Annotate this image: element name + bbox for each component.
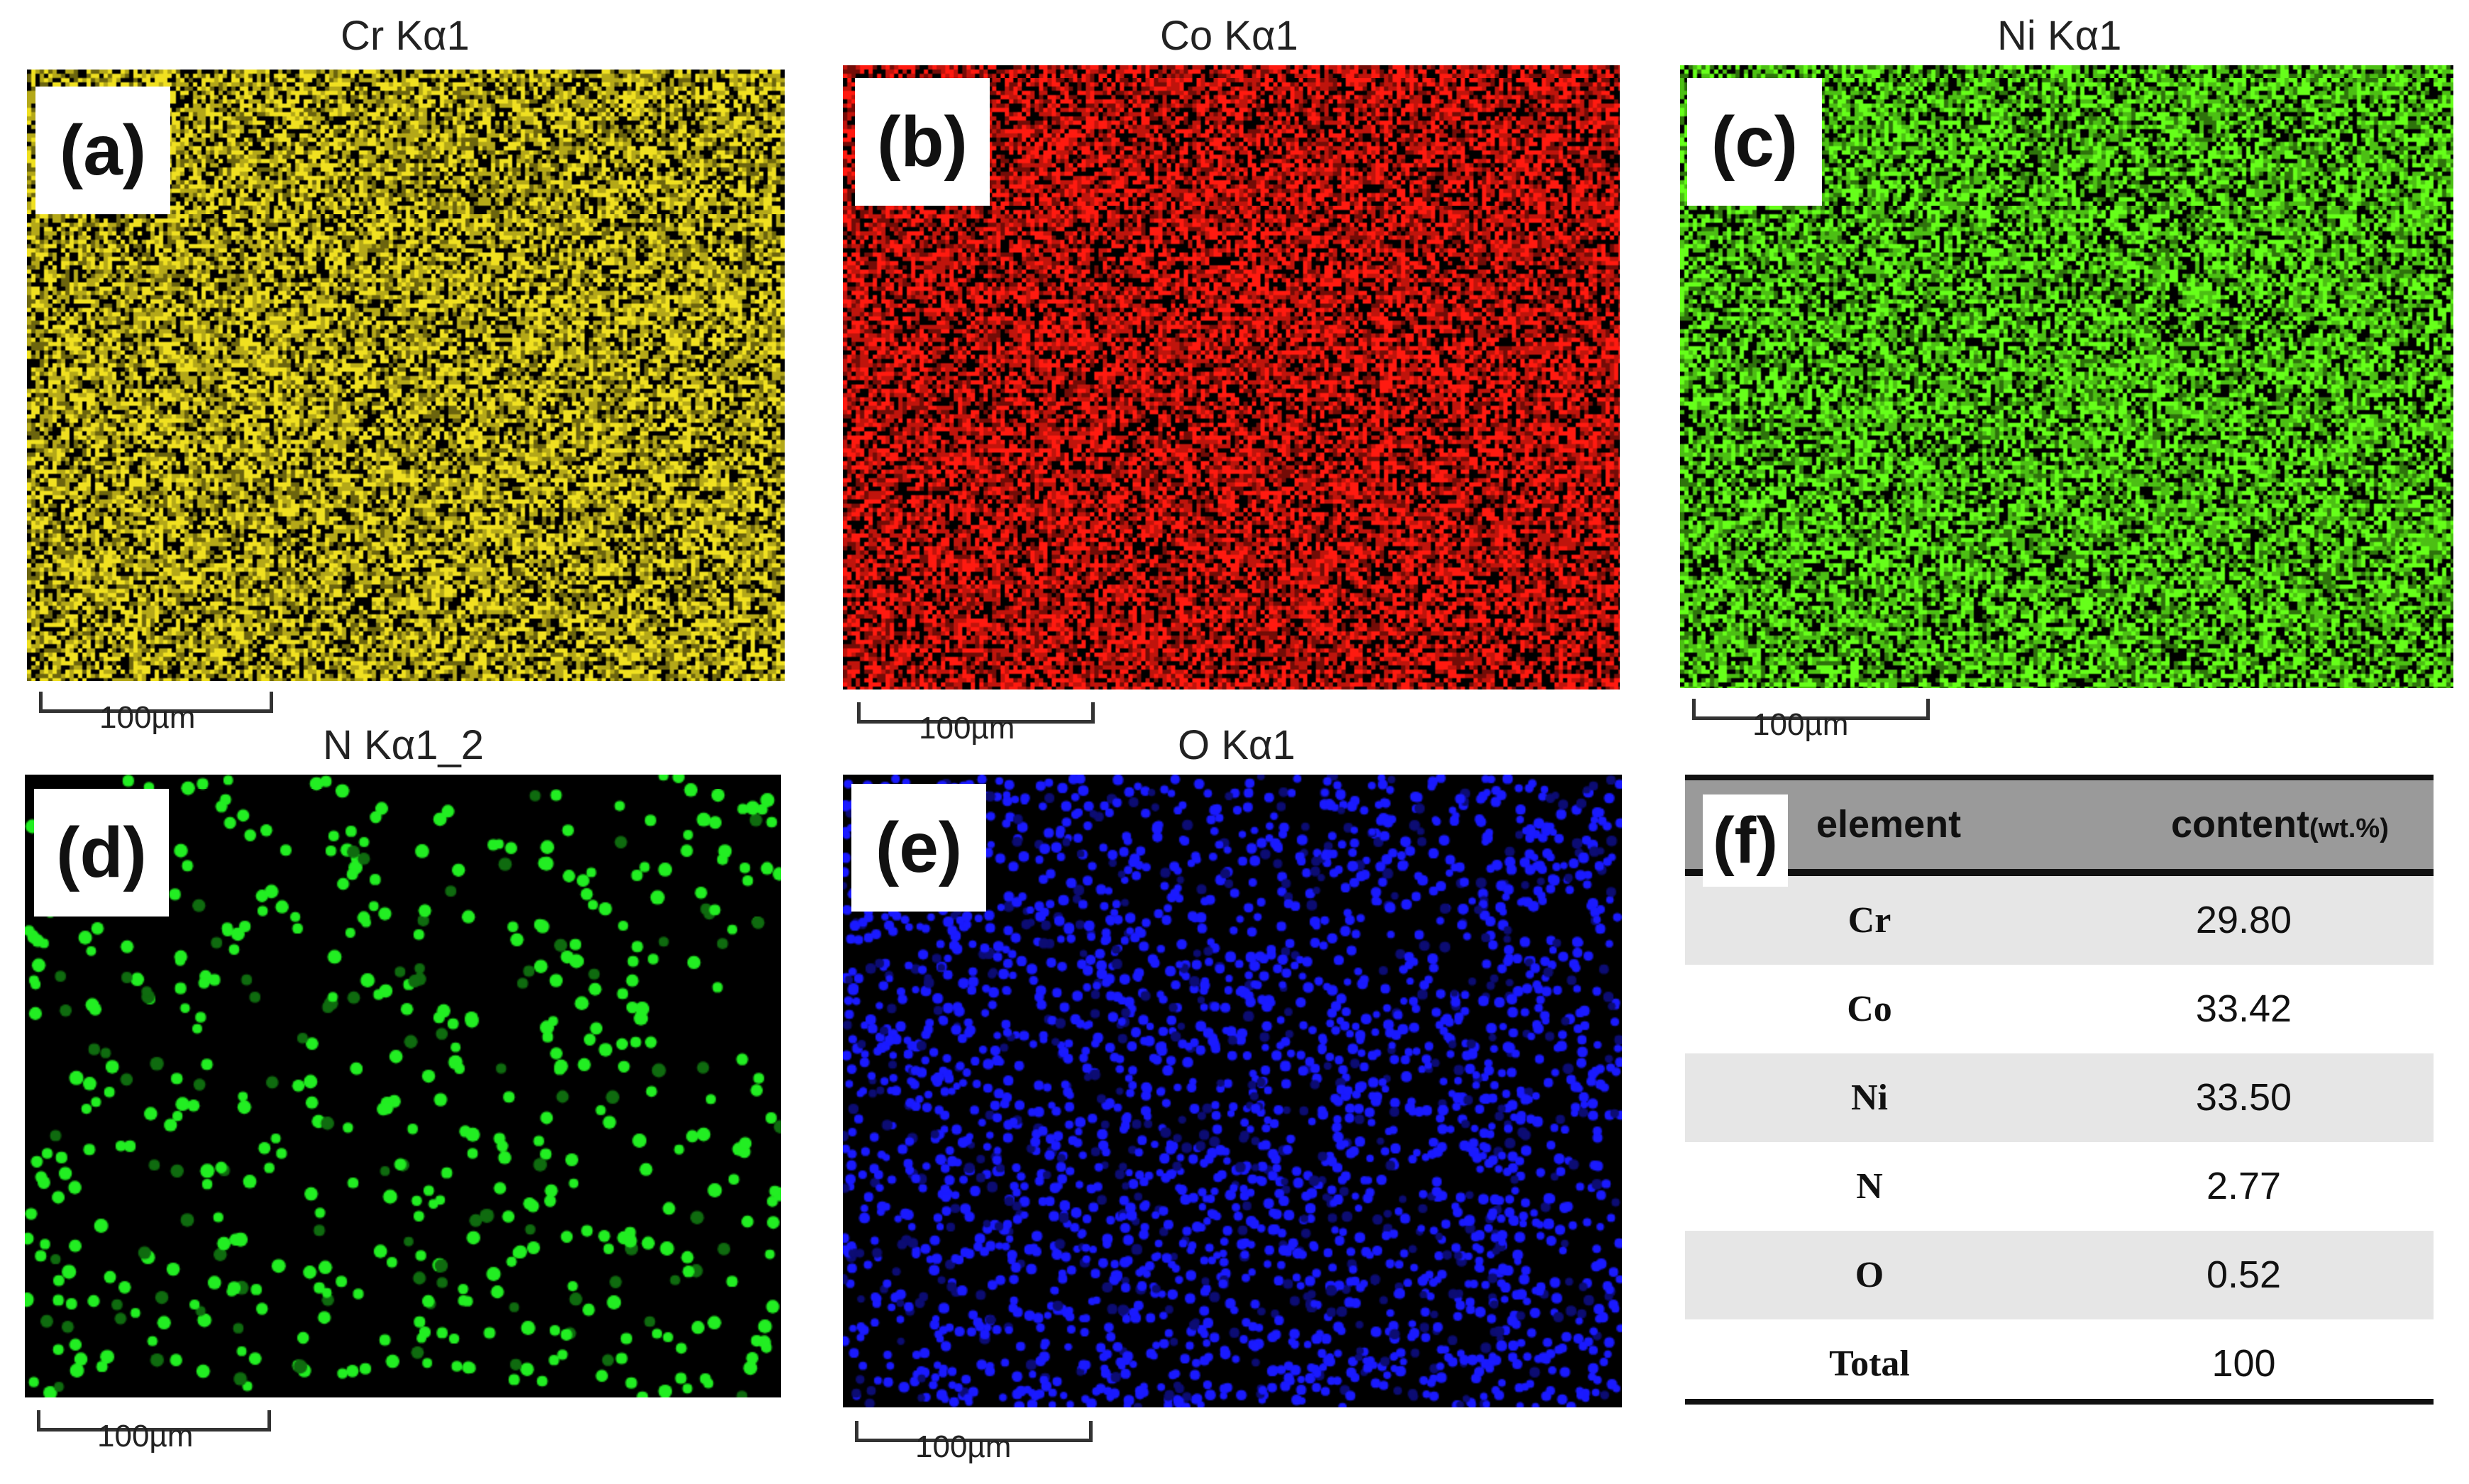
table-cell-element: Ni (1851, 1078, 1888, 1118)
panel-a-scale-label: 100µm (99, 700, 196, 735)
table-header-content-label: content (2171, 803, 2309, 846)
table-header-row (1685, 780, 2434, 869)
table-row: O 0.52 (1685, 1231, 2434, 1319)
table-bottom-rule (1685, 1399, 2434, 1405)
panel-e-label: (e) (851, 784, 986, 912)
table-header-unit: (wt.%) (2309, 814, 2389, 843)
table-cell-element: Cr (1847, 900, 1891, 941)
panel-d-title: N Kα1_2 (323, 722, 484, 768)
panel-c-scale-bar (1692, 699, 1930, 720)
table-cell-element: O (1855, 1255, 1884, 1295)
table-cell-element: Total (1829, 1344, 1910, 1384)
panel-e-scale-bar (855, 1421, 1093, 1442)
table-row: Co 33.42 (1685, 965, 2434, 1053)
table-row: Cr 29.80 (1685, 876, 2434, 965)
table-cell-value: 29.80 (2195, 899, 2292, 941)
table-header-element: element (1816, 803, 1962, 846)
table-header-rule (1685, 869, 2434, 876)
table-row: Ni 33.50 (1685, 1053, 2434, 1142)
table-cell-value: 100 (2211, 1342, 2276, 1385)
table-cell-value: 33.50 (2195, 1076, 2292, 1119)
panel-e-scale-label: 100µm (915, 1429, 1012, 1464)
panel-b-scale-bar (857, 702, 1095, 724)
panel-d-label: (d) (34, 789, 169, 917)
panel-a-scale-bar (39, 692, 273, 713)
panel-e-elemental-map (843, 775, 1622, 1407)
table-cell-value: 2.77 (2206, 1165, 2282, 1207)
panel-a-title: Cr Kα1 (341, 13, 470, 59)
panel-c-label: (c) (1687, 78, 1822, 206)
panel-c-title: Ni Kα1 (1997, 13, 2122, 59)
panel-a-label: (a) (35, 87, 170, 214)
table-top-rule (1685, 775, 2434, 780)
panel-f-label: (f) (1703, 794, 1788, 887)
table-header-content: content(wt.%) (2171, 780, 2389, 873)
panel-c-scale-label: 100µm (1752, 707, 1849, 742)
panel-d-scale-label: 100µm (97, 1419, 194, 1453)
panel-d-scale-bar (37, 1410, 271, 1432)
table-cell-value: 0.52 (2206, 1253, 2282, 1296)
table-row: N 2.77 (1685, 1142, 2434, 1231)
table-cell-element: N (1856, 1166, 1883, 1207)
table-cell-value: 33.42 (2195, 987, 2292, 1030)
table-cell-element: Co (1847, 989, 1892, 1029)
panel-b-title: Co Kα1 (1160, 13, 1298, 59)
panel-b-label: (b) (855, 78, 990, 206)
panel-c-elemental-map (1680, 65, 2453, 688)
table-row: Total 100 (1685, 1319, 2434, 1408)
panel-b-scale-label: 100µm (919, 711, 1015, 746)
panel-e-title: O Kα1 (1178, 722, 1296, 768)
